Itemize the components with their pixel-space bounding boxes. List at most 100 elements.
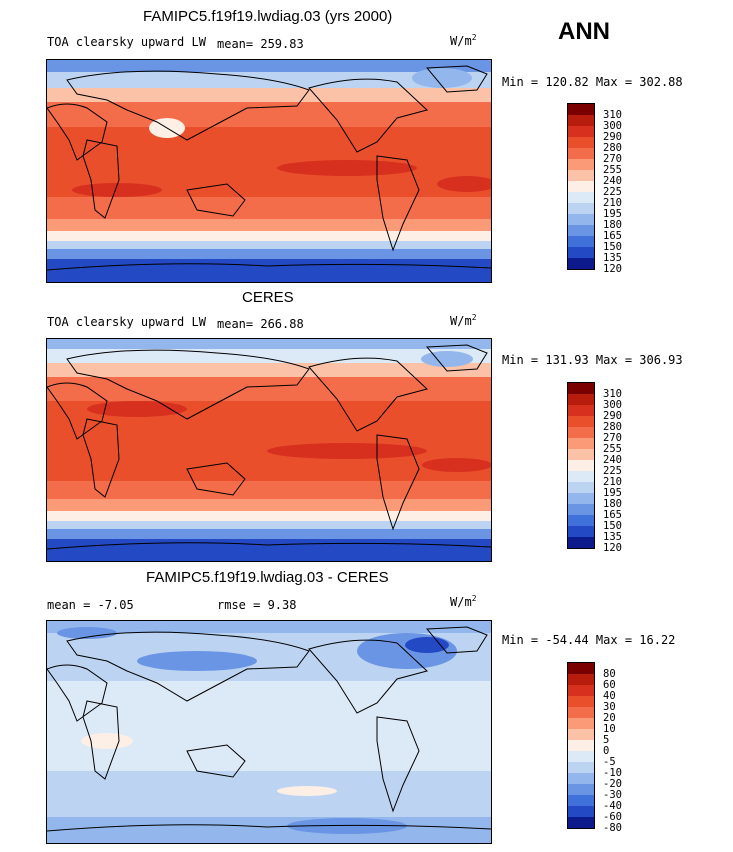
panel1-tick: 120	[603, 263, 622, 275]
panel1-tick: 225	[603, 186, 622, 198]
colorbar-swatch	[568, 181, 594, 192]
colorbar-swatch	[568, 170, 594, 181]
colorbar-swatch	[568, 806, 594, 817]
panel3-tick: -60	[603, 811, 622, 823]
colorbar-swatch	[568, 148, 594, 159]
panel1-tick: 290	[603, 131, 622, 143]
colorbar-swatch	[568, 817, 594, 828]
colorbar-swatch	[568, 126, 594, 137]
panel2-tick: 240	[603, 454, 622, 466]
panel1-tick: 210	[603, 197, 622, 209]
panel2-colorbar	[567, 382, 595, 549]
panel3-tick: 5	[603, 734, 610, 746]
colorbar-swatch	[568, 438, 594, 449]
colorbar-swatch	[568, 795, 594, 806]
panel2-tick: 290	[603, 410, 622, 422]
panel1-tick: 195	[603, 208, 622, 220]
panel1-colorbar	[567, 103, 595, 270]
panel2-tick: 300	[603, 399, 622, 411]
colorbar-swatch	[568, 762, 594, 773]
colorbar-swatch	[568, 718, 594, 729]
panel3-minmax: Min = -54.44 Max = 16.22	[502, 633, 676, 647]
panel2-tick: 165	[603, 509, 622, 521]
panel3-tick: 80	[603, 668, 616, 680]
panel2-tick: 150	[603, 520, 622, 532]
colorbar-swatch	[568, 482, 594, 493]
panel2-tick: 280	[603, 421, 622, 433]
colorbar-swatch	[568, 427, 594, 438]
colorbar-swatch	[568, 449, 594, 460]
colorbar-swatch	[568, 416, 594, 427]
colorbar-swatch	[568, 526, 594, 537]
panel1-map	[46, 59, 492, 283]
panel1-units: W/m2	[450, 33, 477, 48]
colorbar-swatch	[568, 663, 594, 674]
panel2-map	[46, 338, 492, 562]
panel2-tick: 210	[603, 476, 622, 488]
colorbar-swatch	[568, 192, 594, 203]
colorbar-swatch	[568, 159, 594, 170]
panel1-tick: 310	[603, 109, 622, 121]
panel2-tick: 135	[603, 531, 622, 543]
colorbar-swatch	[568, 394, 594, 405]
colorbar-swatch	[568, 493, 594, 504]
panel2-title: CERES	[242, 289, 294, 306]
colorbar-swatch	[568, 137, 594, 148]
panel2-tick: 310	[603, 388, 622, 400]
panel3-tick: 20	[603, 712, 616, 724]
panel3-tick: 40	[603, 690, 616, 702]
panel3-tick: 30	[603, 701, 616, 713]
panel2-tick: 120	[603, 542, 622, 554]
panel3-rmse: rmse = 9.38	[217, 598, 297, 612]
panel3-tick: -80	[603, 822, 622, 834]
panel2-minmax: Min = 131.93 Max = 306.93	[502, 353, 683, 367]
panel3-colorbar	[567, 662, 595, 829]
panel1-subtitle: TOA clearsky upward LW	[47, 35, 206, 49]
colorbar-swatch	[568, 115, 594, 126]
colorbar-swatch	[568, 258, 594, 269]
panel1-tick: 255	[603, 164, 622, 176]
colorbar-swatch	[568, 236, 594, 247]
panel1-tick: 135	[603, 252, 622, 264]
panel3-tick: -20	[603, 778, 622, 790]
colorbar-swatch	[568, 696, 594, 707]
colorbar-swatch	[568, 104, 594, 115]
season-label: ANN	[558, 18, 610, 45]
panel1-tick: 180	[603, 219, 622, 231]
colorbar-swatch	[568, 784, 594, 795]
panel1-mean: mean= 259.83	[217, 37, 304, 51]
colorbar-swatch	[568, 471, 594, 482]
colorbar-swatch	[568, 674, 594, 685]
colorbar-swatch	[568, 225, 594, 236]
colorbar-swatch	[568, 751, 594, 762]
colorbar-swatch	[568, 685, 594, 696]
colorbar-swatch	[568, 247, 594, 258]
panel2-tick: 225	[603, 465, 622, 477]
panel1-tick: 150	[603, 241, 622, 253]
panel3-tick: 10	[603, 723, 616, 735]
panel1-tick: 280	[603, 142, 622, 154]
colorbar-swatch	[568, 383, 594, 394]
colorbar-swatch	[568, 214, 594, 225]
panel2-tick: 195	[603, 487, 622, 499]
colorbar-swatch	[568, 729, 594, 740]
panel2-units: W/m2	[450, 313, 477, 328]
panel1-tick: 300	[603, 120, 622, 132]
colorbar-swatch	[568, 707, 594, 718]
panel2-tick: 180	[603, 498, 622, 510]
panel3-tick: 0	[603, 745, 610, 757]
panel1-title: FAMIPC5.f19f19.lwdiag.03 (yrs 2000)	[143, 8, 393, 25]
colorbar-swatch	[568, 504, 594, 515]
colorbar-swatch	[568, 537, 594, 548]
panel1-tick: 240	[603, 175, 622, 187]
panel3-tick: -30	[603, 789, 622, 801]
panel2-mean: mean= 266.88	[217, 317, 304, 331]
panel3-title: FAMIPC5.f19f19.lwdiag.03 - CERES	[146, 569, 389, 586]
panel2-tick: 270	[603, 432, 622, 444]
colorbar-swatch	[568, 203, 594, 214]
colorbar-swatch	[568, 773, 594, 784]
panel3-units: W/m2	[450, 594, 477, 609]
colorbar-swatch	[568, 460, 594, 471]
colorbar-swatch	[568, 405, 594, 416]
panel3-tick: -40	[603, 800, 622, 812]
